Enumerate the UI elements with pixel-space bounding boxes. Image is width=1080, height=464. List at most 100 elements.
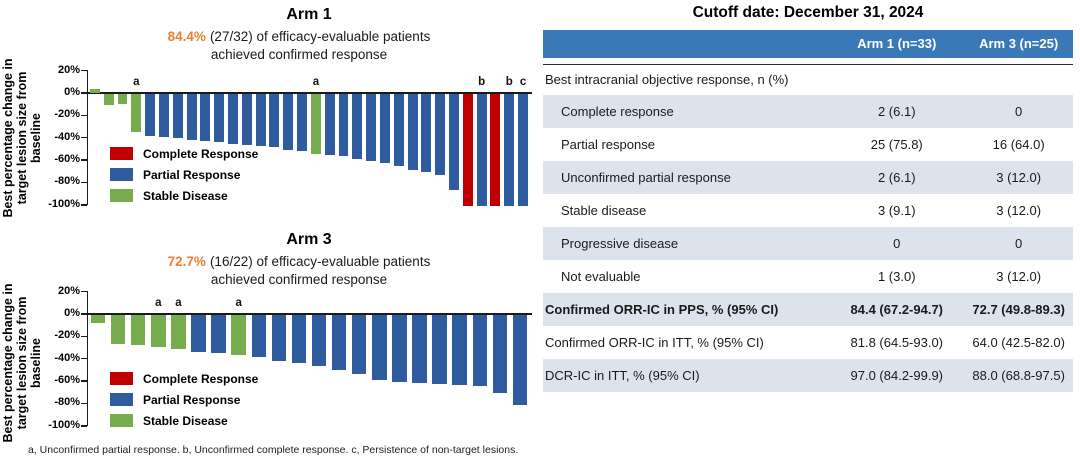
row-value-arm3: 88.0 (68.8-97.5) bbox=[972, 368, 1065, 383]
y-tick bbox=[81, 181, 87, 184]
row-value-arm3: 3 (12.0) bbox=[996, 269, 1042, 284]
waterfall-bar bbox=[472, 314, 487, 387]
bar-note-a: a bbox=[133, 76, 140, 88]
row-value-arm3: 3 (12.0) bbox=[996, 170, 1042, 185]
legend-label: Partial Response bbox=[143, 392, 241, 407]
y-tick-label: 20% bbox=[57, 63, 80, 76]
zero-baseline bbox=[86, 92, 532, 94]
legend-item-complete-response: Complete Response bbox=[110, 143, 258, 164]
waterfall-bar bbox=[331, 314, 347, 370]
waterfall-bar bbox=[214, 93, 225, 142]
y-tick-label: -60% bbox=[54, 374, 80, 387]
zero-baseline bbox=[86, 313, 532, 315]
waterfall-bar bbox=[462, 93, 473, 206]
table-header-empty bbox=[543, 30, 829, 58]
row-value-arm1: 2 (6.1) bbox=[877, 104, 916, 119]
waterfall-bar bbox=[490, 93, 501, 206]
waterfall-bar bbox=[251, 314, 266, 358]
y-tick-label: -80% bbox=[54, 396, 80, 409]
waterfall-bar bbox=[452, 314, 467, 386]
waterfall-bar bbox=[504, 93, 515, 206]
table-row: Progressive disease 0 0 bbox=[543, 227, 1073, 260]
waterfall-bar bbox=[297, 93, 308, 151]
y-tick-label: -40% bbox=[54, 351, 80, 364]
table-row: Confirmed ORR-IC in ITT, % (95% CI) 81.8 … bbox=[543, 326, 1073, 359]
cutoff-date-title: Cutoff date: December 31, 2024 bbox=[692, 4, 924, 21]
y-tick-label: 20% bbox=[57, 284, 80, 297]
waterfall-bar bbox=[311, 314, 327, 367]
table-row: Unconfirmed partial response 2 (6.1) 3 (12… bbox=[543, 161, 1073, 194]
y-tick-label: 0% bbox=[64, 86, 80, 98]
subtitle-line2: achieved confirmed response bbox=[210, 272, 388, 287]
bar-note-c: c bbox=[519, 76, 527, 88]
waterfall-bar bbox=[151, 314, 166, 348]
waterfall-bar bbox=[449, 93, 459, 190]
waterfall-bar bbox=[512, 314, 528, 406]
legend-item-partial-response: Partial Response bbox=[110, 389, 258, 410]
row-value-arm1: 84.4 (67.2-94.7) bbox=[850, 302, 944, 317]
waterfall-bar bbox=[372, 314, 387, 380]
y-tick bbox=[81, 313, 87, 315]
subtitle-text: (27/32) of efficacy-evaluable patients bbox=[209, 29, 431, 44]
y-tick bbox=[81, 380, 87, 382]
table-section-header: Best intracranial objective response, n … bbox=[545, 72, 789, 87]
row-value-arm3: 16 (64.0) bbox=[992, 137, 1045, 152]
table-row: DCR-IC in ITT, % (95% CI) 97.0 (84.2-99.9… bbox=[543, 359, 1073, 392]
chart-title-arm3: Arm 3 bbox=[286, 231, 332, 248]
chart-title-arm1: Arm 1 bbox=[286, 6, 332, 23]
waterfall-bar bbox=[310, 93, 321, 155]
row-label: Confirmed ORR-IC in ITT, % (95% CI) bbox=[545, 335, 764, 350]
legend-swatch-complete-response bbox=[110, 147, 133, 160]
y-tick-label: -100% bbox=[48, 197, 80, 210]
waterfall-bar bbox=[432, 314, 447, 385]
waterfall-bar bbox=[476, 93, 487, 206]
bar-note-a: a bbox=[175, 297, 182, 309]
waterfall-bar bbox=[117, 93, 128, 104]
waterfall-bar bbox=[89, 88, 100, 93]
row-value-arm3: 3 (12.0) bbox=[996, 203, 1042, 218]
row-value-arm3: 0 bbox=[1015, 104, 1023, 119]
y-axis bbox=[86, 70, 88, 205]
waterfall-bar bbox=[241, 93, 252, 146]
response-rate-highlight: 72.7% bbox=[167, 254, 206, 269]
bar-note-a: a bbox=[235, 297, 242, 309]
row-label: Partial response bbox=[561, 137, 655, 152]
waterfall-bar bbox=[379, 93, 390, 164]
legend-label: Stable Disease bbox=[143, 188, 228, 203]
row-label: Stable disease bbox=[561, 203, 647, 218]
waterfall-bar bbox=[228, 93, 238, 145]
bar-note-b: b bbox=[505, 76, 513, 88]
legend-label: Stable Disease bbox=[143, 413, 228, 428]
waterfall-bar bbox=[492, 314, 508, 394]
waterfall-bar bbox=[291, 314, 307, 363]
table-row: Stable disease 3 (9.1) 3 (12.0) bbox=[543, 194, 1073, 227]
legend-item-stable-disease: Stable Disease bbox=[110, 410, 258, 431]
y-tick-label: -60% bbox=[54, 153, 80, 166]
waterfall-chart-arm3: Arm 3 72.7% (16/22) of efficacy-evaluable… bbox=[0, 225, 540, 443]
waterfall-bar bbox=[255, 93, 266, 147]
figure-footnote: a, Unconfirmed partial response. b, Unco… bbox=[28, 444, 519, 456]
subtitle-text: (16/22) of efficacy-evaluable patients bbox=[209, 254, 431, 269]
waterfall-bar bbox=[110, 314, 126, 344]
y-tick bbox=[81, 159, 87, 161]
y-tick bbox=[81, 114, 87, 117]
waterfall-bar bbox=[158, 93, 169, 138]
row-label: Not evaluable bbox=[561, 269, 641, 284]
waterfall-bar bbox=[412, 314, 427, 383]
y-tick bbox=[81, 290, 87, 293]
waterfall-bar bbox=[366, 93, 377, 161]
waterfall-bar bbox=[421, 93, 432, 173]
waterfall-bar bbox=[103, 93, 114, 105]
legend-label: Complete Response bbox=[143, 146, 259, 161]
waterfall-bar bbox=[271, 314, 287, 361]
legend-swatch-complete-response bbox=[110, 372, 133, 385]
legend-label: Partial Response bbox=[143, 167, 241, 182]
waterfall-bar bbox=[435, 93, 446, 176]
row-label: DCR-IC in ITT, % (95% CI) bbox=[545, 368, 700, 383]
waterfall-bar bbox=[269, 93, 280, 148]
legend-swatch-partial-response bbox=[110, 168, 133, 181]
waterfall-bar bbox=[211, 314, 226, 353]
y-tick bbox=[81, 69, 87, 72]
waterfall-bar bbox=[351, 314, 367, 375]
